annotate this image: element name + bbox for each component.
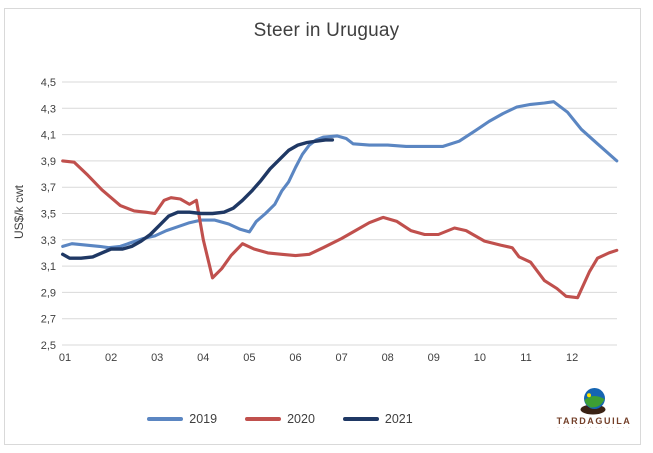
legend-item-2020: 2020 [245,412,315,426]
svg-text:4,5: 4,5 [41,77,56,89]
svg-text:2,5: 2,5 [41,340,56,352]
svg-text:08: 08 [382,352,394,364]
legend-item-2021: 2021 [342,412,413,426]
svg-text:12: 12 [566,352,578,364]
legend-label-2019: 2019 [189,412,218,426]
svg-text:07: 07 [335,352,347,364]
svg-text:2,7: 2,7 [41,314,56,326]
svg-text:02: 02 [105,352,117,364]
svg-text:04: 04 [197,352,209,364]
svg-text:3,7: 3,7 [41,182,56,194]
svg-text:05: 05 [243,352,255,364]
svg-text:03: 03 [151,352,163,364]
chart-title: Steer in Uruguay [253,20,400,41]
svg-text:11: 11 [520,352,531,364]
svg-text:3,9: 3,9 [41,156,56,168]
svg-text:3,1: 3,1 [41,261,56,273]
svg-text:3,5: 3,5 [41,209,56,221]
legend-label-2020: 2020 [287,412,315,426]
svg-text:3,3: 3,3 [41,235,56,247]
chart-frame [4,8,641,445]
tardaguila-globe-icon [580,388,606,415]
svg-text:4,3: 4,3 [41,103,56,115]
legend-item-2019: 2019 [147,412,217,426]
y-axis-title: US$/k cwt [12,184,26,240]
svg-text:01: 01 [59,352,71,364]
svg-text:09: 09 [428,352,440,364]
logo-text: TARDAGUILA [556,416,632,426]
logo-subtext: · · · · · · · · · · · · · · [557,426,631,431]
svg-text:06: 06 [289,352,301,364]
legend-swatch-2021 [342,417,379,421]
legend-swatch-2019 [147,417,184,421]
legend: 2019 2020 2021 [0,412,560,426]
svg-text:10: 10 [474,352,486,364]
legend-swatch-2020 [245,417,282,421]
logo: TARDAGUILA · · · · · · · · · · · · · · [546,387,642,431]
svg-text:2,9: 2,9 [41,287,56,299]
legend-label-2021: 2021 [384,412,413,426]
svg-text:4,1: 4,1 [41,130,56,142]
